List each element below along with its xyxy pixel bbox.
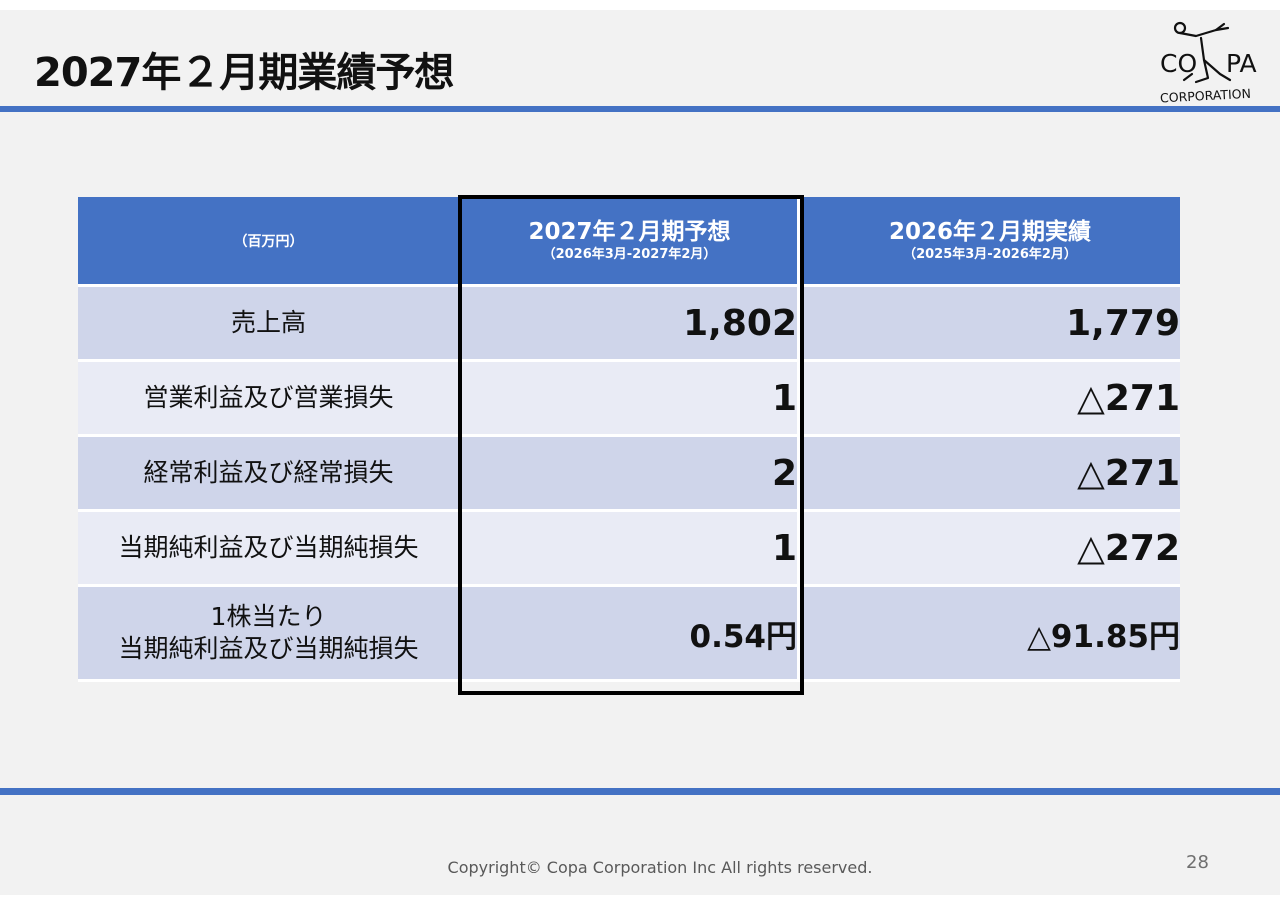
row-label-line2: 当期純利益及び当期純損失 bbox=[118, 634, 419, 663]
row-label: 経常利益及び経常損失 bbox=[78, 437, 462, 512]
copyright-footer: Copyright© Copa Corporation Inc All righ… bbox=[447, 858, 873, 877]
forecast-value: 1,802 bbox=[462, 287, 800, 362]
footer-divider bbox=[0, 788, 1280, 795]
forecast-value: 1 bbox=[462, 362, 800, 437]
forecast-column-period: （2026年3月-2027年2月） bbox=[542, 247, 717, 262]
row-label: 1株当たり 当期純利益及び当期純損失 bbox=[78, 587, 462, 682]
forecast-value: 1 bbox=[462, 512, 800, 587]
forecast-table: （百万円） 2027年２月期予想 （2026年3月-2027年2月） 2026年… bbox=[78, 197, 1180, 682]
table-row: 売上高 1,802 1,779 bbox=[78, 287, 1180, 362]
table-row: 営業利益及び営業損失 1 △271 bbox=[78, 362, 1180, 437]
page-title: 2027年２月期業績予想 bbox=[34, 50, 454, 96]
svg-text:PA: PA bbox=[1226, 49, 1257, 78]
svg-text:CORPORATION: CORPORATION bbox=[1160, 86, 1252, 106]
slide: 2027年２月期業績予想 CO PA CORPORATION （百万円） 202… bbox=[0, 10, 1280, 895]
page-number: 28 bbox=[1186, 852, 1209, 873]
actual-column-header: 2026年２月期実績 （2025年3月-2026年2月） bbox=[800, 197, 1180, 287]
table-header-row: （百万円） 2027年２月期予想 （2026年3月-2027年2月） 2026年… bbox=[78, 197, 1180, 287]
svg-text:CO: CO bbox=[1160, 49, 1197, 78]
actual-value: △91.85円 bbox=[800, 587, 1180, 682]
table-row: 経常利益及び経常損失 2 △271 bbox=[78, 437, 1180, 512]
table-row: 1株当たり 当期純利益及び当期純損失 0.54円 △91.85円 bbox=[78, 587, 1180, 682]
header-divider bbox=[0, 106, 1280, 112]
row-label: 営業利益及び営業損失 bbox=[78, 362, 462, 437]
forecast-column-title: 2027年２月期予想 bbox=[528, 219, 731, 245]
copa-logo: CO PA CORPORATION bbox=[1160, 21, 1257, 106]
forecast-column-header: 2027年２月期予想 （2026年3月-2027年2月） bbox=[462, 197, 800, 287]
actual-value: 1,779 bbox=[800, 287, 1180, 362]
table-row: 当期純利益及び当期純損失 1 △272 bbox=[78, 512, 1180, 587]
row-label: 売上高 bbox=[78, 287, 462, 362]
actual-value: △271 bbox=[800, 437, 1180, 512]
row-label: 当期純利益及び当期純損失 bbox=[78, 512, 462, 587]
unit-label: （百万円） bbox=[233, 233, 304, 250]
actual-value: △271 bbox=[800, 362, 1180, 437]
actual-value: △272 bbox=[800, 512, 1180, 587]
forecast-value: 2 bbox=[462, 437, 800, 512]
actual-column-period: （2025年3月-2026年2月） bbox=[903, 247, 1077, 262]
row-label-line1: 1株当たり bbox=[210, 602, 327, 631]
actual-column-title: 2026年２月期実績 bbox=[888, 219, 1091, 245]
forecast-value: 0.54円 bbox=[462, 587, 800, 682]
unit-header: （百万円） bbox=[78, 197, 462, 287]
